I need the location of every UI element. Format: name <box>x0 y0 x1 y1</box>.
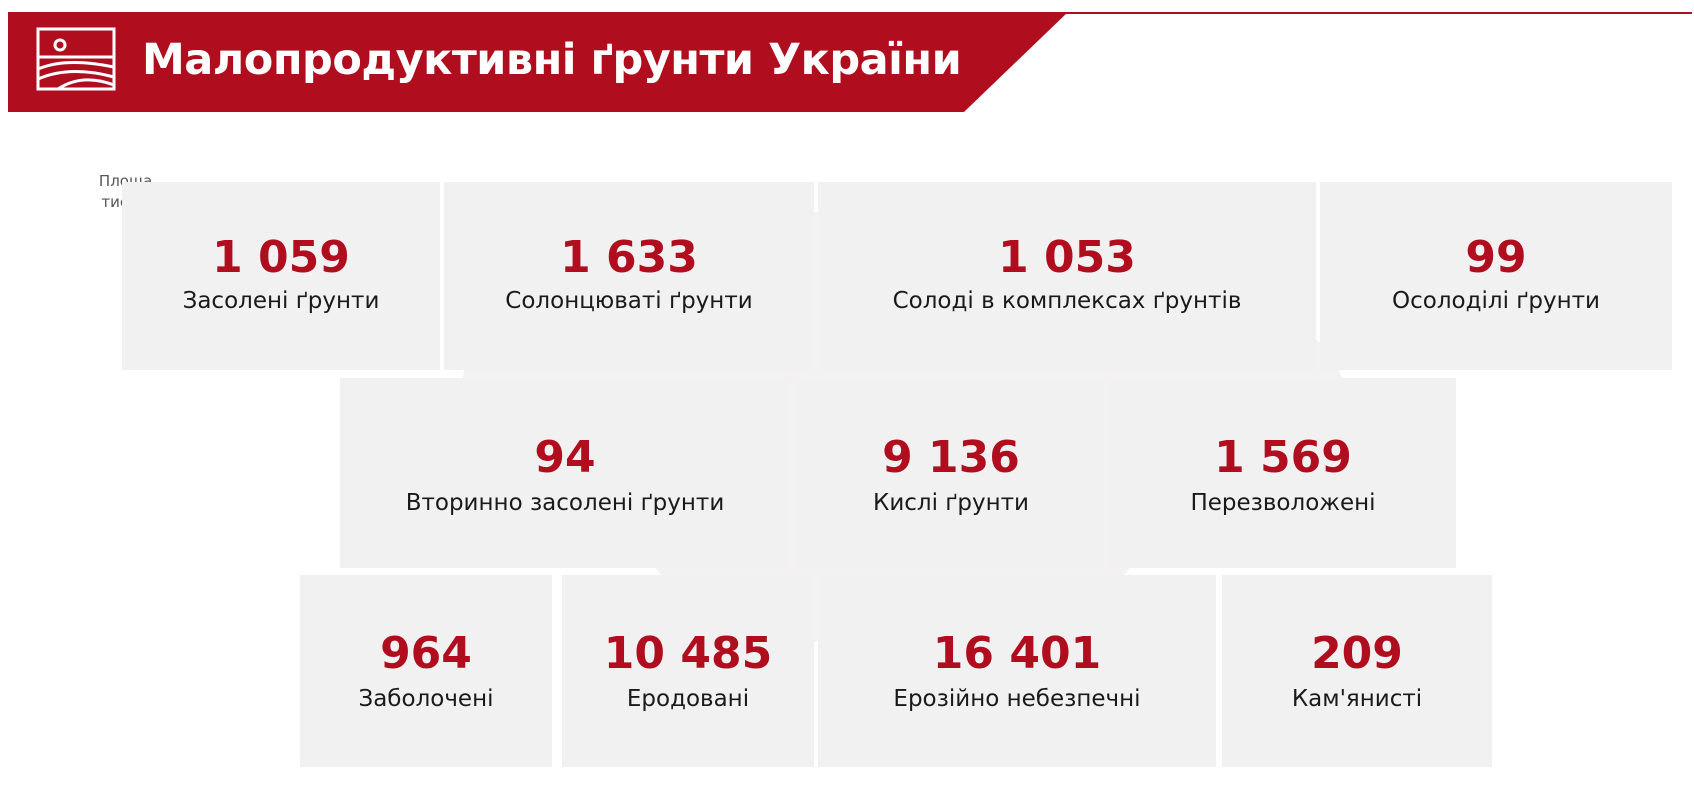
tile-value: 9 136 <box>882 432 1020 483</box>
tile-value: 16 401 <box>932 628 1102 679</box>
tile-erosion-prone: 16 401 Ерозійно небезпечні <box>818 575 1216 767</box>
tile-value: 10 485 <box>603 628 773 679</box>
tile-label: Осолоділі ґрунти <box>1392 288 1600 314</box>
tile-label: Вторинно засолені ґрунти <box>405 490 725 516</box>
header-banner <box>8 12 1068 112</box>
tile-swamped: 964 Заболочені <box>300 575 552 767</box>
tile-waterlogged: 1 569 Перезволожені <box>1110 378 1456 568</box>
tile-value: 964 <box>380 628 472 679</box>
tile-label: Кам'янисті <box>1291 686 1423 712</box>
tile-value: 99 <box>1465 232 1527 283</box>
tile-label: Перезволожені <box>1190 490 1376 516</box>
tile-value: 1 059 <box>212 232 350 283</box>
tile-solodized-soils: 99 Осолоділі ґрунти <box>1320 182 1672 370</box>
tile-solonetzic-soils: 1 633 Солонцюваті ґрунти <box>444 182 814 370</box>
tile-solod-complexes: 1 053 Солоді в комплексах ґрунтів <box>818 182 1316 370</box>
tile-value: 1 569 <box>1214 432 1352 483</box>
tile-value: 94 <box>534 432 596 483</box>
tile-label: Засолені ґрунти <box>182 288 380 314</box>
tile-label: Кислі ґрунти <box>872 490 1029 516</box>
tile-value: 1 053 <box>998 232 1136 283</box>
tile-stony: 209 Кам'янисті <box>1222 575 1492 767</box>
tile-secondary-saline-soils: 94 Вторинно засолені ґрунти <box>340 378 790 568</box>
tile-saline-soils: 1 059 Засолені ґрунти <box>122 182 440 370</box>
tile-eroded: 10 485 Еродовані <box>562 575 814 767</box>
tile-value: 1 633 <box>560 232 698 283</box>
tile-label: Еродовані <box>626 686 750 712</box>
tile-label: Солонцюваті ґрунти <box>505 288 753 314</box>
tile-value: 209 <box>1311 628 1403 679</box>
tile-label: Ерозійно небезпечні <box>893 686 1141 712</box>
tile-label: Солоді в комплексах ґрунтів <box>892 288 1242 314</box>
tile-acidic-soils: 9 136 Кислі ґрунти <box>798 378 1104 568</box>
tile-label: Заболочені <box>358 686 494 712</box>
page-title: Малопродуктивні ґрунти України <box>142 35 962 85</box>
field-landscape-icon <box>36 27 116 91</box>
